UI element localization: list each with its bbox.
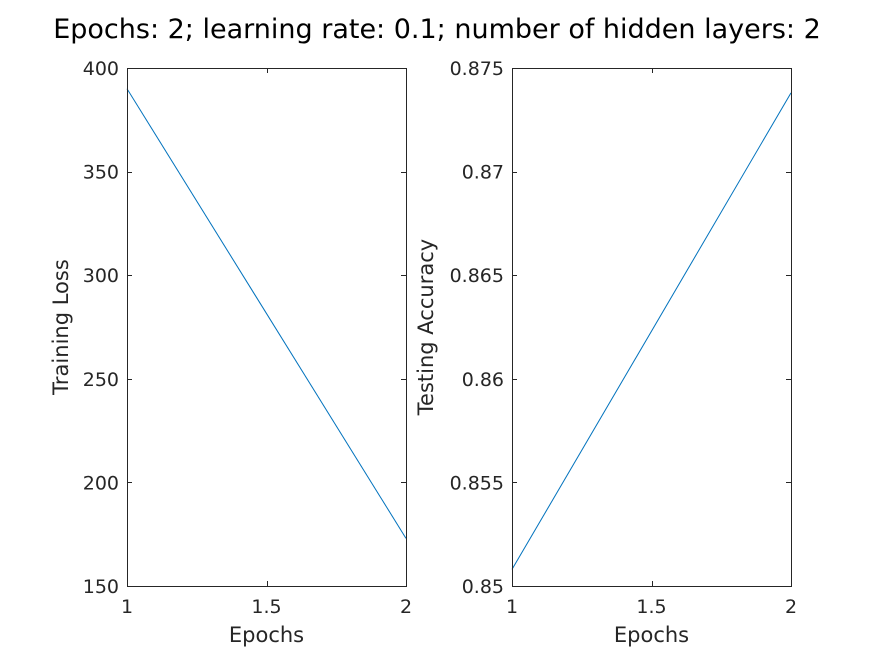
loss-x-axis-label: Epochs [229, 623, 304, 647]
accuracy-x-tick-label: 1.5 [636, 596, 666, 618]
loss-y-tick-label: 250 [83, 369, 119, 391]
accuracy-series-line [511, 92, 792, 570]
figure-title: Epochs: 2; learning rate: 0.1; number of… [53, 14, 821, 45]
loss-y-tick-label: 150 [83, 576, 119, 598]
loss-y-tick-label: 200 [83, 472, 119, 494]
accuracy-axes-box [512, 68, 792, 587]
accuracy-y-tick-label: 0.87 [462, 162, 504, 184]
loss-x-tick-label: 1 [121, 596, 133, 618]
loss-y-tick-label: 300 [83, 265, 119, 287]
loss-y-tick-label: 400 [83, 58, 119, 80]
loss-x-tick-label: 1.5 [251, 596, 281, 618]
training-loss-axes: 1 1.5 2 150 200 250 300 350 400 Epochs Training Lo… [49, 58, 412, 647]
accuracy-x-tick-label: 2 [785, 596, 797, 618]
loss-y-tick-label: 350 [83, 162, 119, 184]
accuracy-y-axis-label: Testing Accuracy [414, 239, 438, 416]
loss-x-tick-label: 2 [400, 596, 412, 618]
accuracy-x-tick-label: 1 [506, 596, 518, 618]
accuracy-y-tick-label: 0.855 [450, 472, 504, 494]
accuracy-y-tick-label: 0.865 [450, 265, 504, 287]
accuracy-y-tick-label: 0.86 [462, 369, 504, 391]
testing-accuracy-axes: 1 1.5 2 0.85 0.855 0.86 0.865 0.87 0.875 Epochs Te… [414, 58, 797, 647]
loss-y-axis-label: Training Loss [49, 259, 73, 396]
accuracy-x-axis-label: Epochs [614, 623, 689, 647]
loss-series-line [126, 88, 407, 539]
accuracy-y-tick-label: 0.85 [462, 576, 504, 598]
accuracy-y-tick-label: 0.875 [450, 58, 504, 80]
loss-axes-box [127, 68, 407, 587]
